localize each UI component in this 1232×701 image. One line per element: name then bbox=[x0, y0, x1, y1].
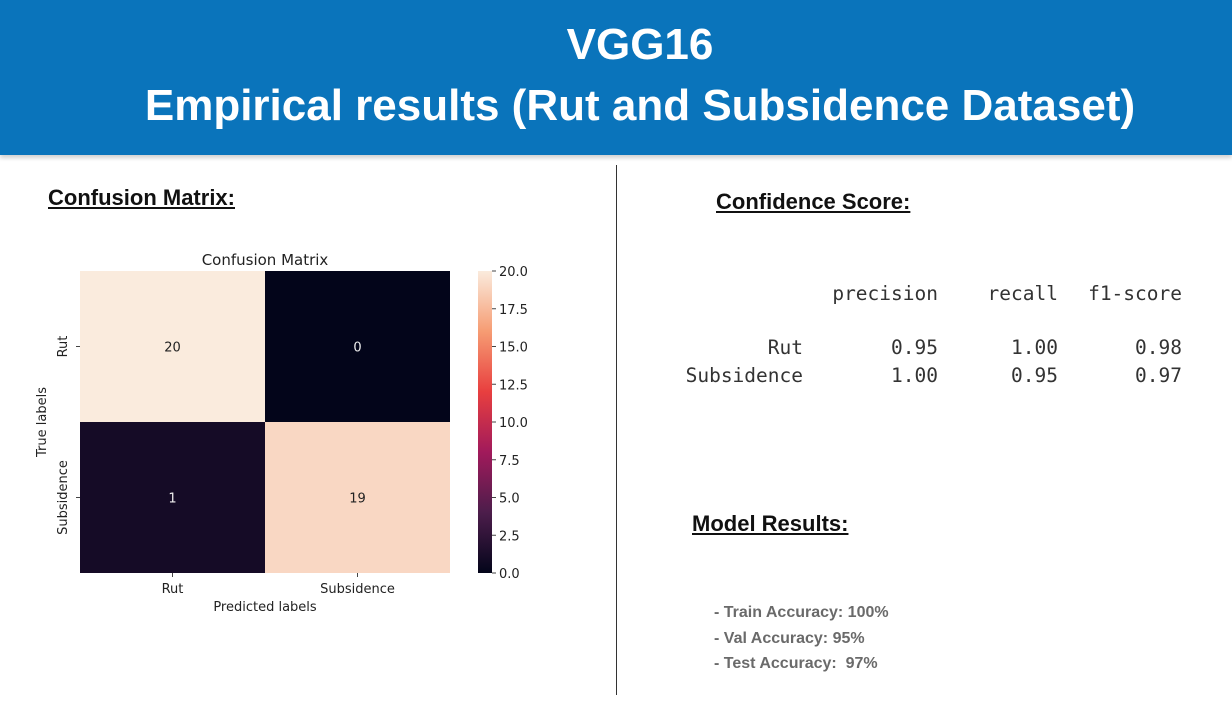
colorbar-tick-label: 2.5 bbox=[499, 529, 520, 544]
y-tick-label: Rut bbox=[56, 336, 71, 358]
colorbar bbox=[478, 271, 492, 573]
report-header-precision: precision bbox=[832, 282, 938, 305]
y-tick-label: Subsidence bbox=[56, 460, 71, 535]
val-accuracy: - Val Accuracy: 95% bbox=[714, 629, 865, 647]
report-row-recall: 1.00 bbox=[1011, 336, 1058, 359]
cell-value-label: 19 bbox=[349, 492, 366, 507]
confidence-score-heading: Confidence Score: bbox=[716, 189, 911, 214]
vertical-divider bbox=[616, 165, 617, 695]
report-row-f1: 0.98 bbox=[1135, 336, 1182, 359]
colorbar-tick-label: 12.5 bbox=[499, 378, 528, 393]
model-results-heading: Model Results: bbox=[692, 511, 849, 536]
slide-subtitle: Empirical results (Rut and Subsidence Da… bbox=[144, 81, 1136, 130]
chart-title: Confusion Matrix bbox=[202, 251, 329, 269]
report-header-recall: recall bbox=[987, 282, 1058, 305]
classification-report: precision recall f1-score Rut 0.95 1.00 … bbox=[660, 276, 1232, 396]
report-row-precision: 1.00 bbox=[891, 364, 938, 387]
heatmap-cell bbox=[265, 422, 450, 573]
model-results-list: - Train Accuracy: 100% - Val Accuracy: 9… bbox=[714, 600, 889, 677]
colorbar-tick-label: 10.0 bbox=[499, 416, 528, 431]
colorbar-tick-label: 20.0 bbox=[499, 265, 528, 280]
colorbar-tick-label: 0.0 bbox=[499, 567, 520, 582]
report-row-recall: 0.95 bbox=[1011, 364, 1058, 387]
cell-value-label: 20 bbox=[164, 341, 181, 356]
report-header-f1: f1-score bbox=[1088, 282, 1182, 305]
train-accuracy: - Train Accuracy: 100% bbox=[714, 604, 889, 621]
report-row-precision: 0.95 bbox=[891, 336, 938, 359]
report-row-label: Subsidence bbox=[685, 364, 803, 387]
colorbar-tick-label: 17.5 bbox=[499, 303, 528, 318]
report-row-label: Rut bbox=[767, 336, 803, 359]
slide-title: VGG16 bbox=[566, 20, 714, 69]
colorbar-tick-label: 15.0 bbox=[499, 341, 528, 356]
heatmap-cell bbox=[80, 422, 265, 573]
heatmap-cell bbox=[265, 271, 450, 422]
colorbar-tick-label: 5.0 bbox=[499, 492, 520, 507]
confusion-matrix-heading: Confusion Matrix: bbox=[48, 185, 235, 210]
x-axis-label: Predicted labels bbox=[213, 600, 317, 615]
y-axis-label: True labels bbox=[35, 387, 50, 458]
x-tick-label: Subsidence bbox=[320, 582, 395, 597]
cell-value-label: 0 bbox=[353, 341, 361, 356]
report-row-f1: 0.97 bbox=[1135, 364, 1182, 387]
colorbar-tick-label: 7.5 bbox=[499, 454, 520, 469]
cell-value-label: 1 bbox=[168, 492, 176, 507]
test-accuracy: - Test Accuracy: 97% bbox=[714, 655, 878, 672]
x-tick-label: Rut bbox=[162, 582, 184, 597]
heatmap-cell bbox=[80, 271, 265, 422]
title-banner: VGG16 Empirical results (Rut and Subside… bbox=[0, 0, 1232, 155]
